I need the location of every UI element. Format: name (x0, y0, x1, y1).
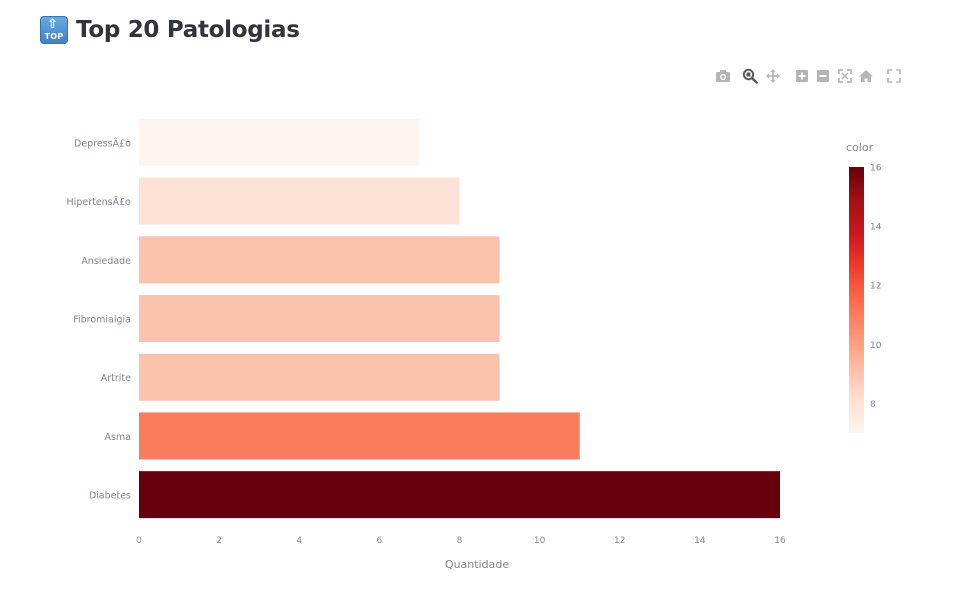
bar[interactable] (139, 118, 420, 166)
bar[interactable] (139, 295, 500, 342)
x-tick-label: 4 (296, 536, 302, 546)
x-tick-label: 8 (457, 536, 463, 546)
zoom-out-icon[interactable] (815, 68, 831, 84)
bar[interactable] (139, 236, 500, 284)
y-tick-label: Ansiedade (81, 256, 131, 267)
chart-modebar (714, 66, 909, 86)
bar[interactable] (139, 471, 780, 519)
fullscreen-icon[interactable] (886, 68, 902, 84)
x-tick-label: 14 (694, 536, 706, 546)
zoom-in-icon[interactable] (794, 68, 810, 84)
x-tick-label: 16 (774, 536, 786, 546)
page-header: ⇧ TOP Top 20 Patologias (40, 14, 300, 46)
colorbar-title: color (846, 141, 874, 154)
colorbar-tick-label: 14 (870, 223, 882, 233)
colorbar: color 8 10 12 14 16 (846, 141, 882, 433)
bar[interactable] (139, 353, 500, 401)
colorbar-scale (849, 167, 864, 433)
page-title: Top 20 Patologias (76, 17, 300, 43)
pan-icon[interactable] (765, 68, 781, 84)
x-tick-label: 12 (614, 536, 625, 546)
y-tick-label: Diabetes (89, 491, 131, 502)
x-axis-title: Quantidade (445, 558, 509, 571)
y-tick-label: DepressÃ£o (74, 138, 131, 149)
y-tick-label: Asma (104, 432, 131, 443)
colorbar-tick-label: 10 (870, 341, 882, 351)
x-tick-label: 2 (216, 536, 222, 546)
x-tick-label: 6 (377, 536, 383, 546)
x-tick-label: 0 (136, 536, 142, 546)
bar[interactable] (139, 412, 580, 460)
autoscale-icon[interactable] (837, 68, 853, 84)
camera-icon[interactable] (715, 68, 731, 84)
y-tick-label: Artrite (101, 373, 131, 384)
colorbar-tick-label: 16 (870, 164, 882, 174)
zoom-icon[interactable] (742, 68, 758, 84)
bar[interactable] (139, 177, 460, 225)
y-tick-label: HipertensÃ£o (67, 197, 132, 208)
x-tick-label: 10 (534, 536, 546, 546)
home-icon[interactable] (858, 68, 874, 84)
y-tick-label: Fibromialgia (73, 315, 131, 326)
colorbar-tick-label: 12 (870, 282, 881, 292)
colorbar-tick-label: 8 (870, 400, 876, 410)
top-arrow-icon: ⇧ TOP (40, 16, 68, 44)
